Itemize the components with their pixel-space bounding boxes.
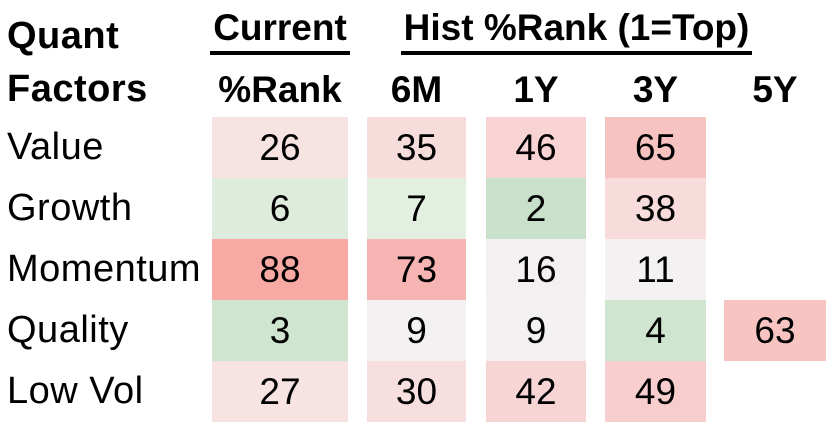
cell-value-5y — [724, 117, 826, 178]
row-label-momentum: Momentum — [7, 248, 202, 290]
cell-momentum-5y — [724, 239, 826, 300]
hist-group-header-text: Hist %Rank (1=Top) — [400, 7, 753, 55]
cell-low-vol-1y: 42 — [486, 361, 586, 422]
cell-quality-5y: 63 — [724, 300, 826, 361]
cell-quality-3y: 4 — [605, 300, 706, 361]
cell-value-current: 26 — [212, 117, 348, 178]
cell-growth-1y: 2 — [486, 178, 586, 239]
cell-low-vol-6m: 30 — [367, 361, 466, 422]
cell-value-3y: 65 — [605, 117, 706, 178]
cell-growth-3y: 38 — [605, 178, 706, 239]
col-header-1y: 1Y — [513, 68, 559, 110]
table-title-line2: Factors — [7, 68, 148, 110]
col-header-current-rank: %Rank — [218, 68, 342, 110]
cell-low-vol-5y — [724, 361, 826, 422]
cell-low-vol-current: 27 — [212, 361, 348, 422]
row-label-growth: Growth — [7, 187, 133, 229]
current-group-header-text: Current — [210, 7, 350, 55]
cell-quality-current: 3 — [212, 300, 348, 361]
cell-growth-current: 6 — [212, 178, 348, 239]
cell-value-1y: 46 — [486, 117, 586, 178]
cell-low-vol-3y: 49 — [605, 361, 706, 422]
cell-momentum-current: 88 — [212, 239, 348, 300]
row-label-value: Value — [7, 126, 104, 168]
current-group-header: Current — [210, 0, 350, 62]
table-title-line1: Quant — [7, 14, 120, 57]
cell-quality-1y: 9 — [486, 300, 586, 361]
cell-momentum-6m: 73 — [367, 239, 466, 300]
cell-growth-6m: 7 — [367, 178, 466, 239]
col-header-5y: 5Y — [752, 68, 798, 110]
cell-momentum-3y: 11 — [605, 239, 706, 300]
hist-group-header: Hist %Rank (1=Top) — [367, 0, 826, 62]
cell-value-6m: 35 — [367, 117, 466, 178]
cell-growth-5y — [724, 178, 826, 239]
row-label-low-vol: Low Vol — [7, 370, 144, 412]
cell-quality-6m: 9 — [367, 300, 466, 361]
cell-momentum-1y: 16 — [486, 239, 586, 300]
row-label-quality: Quality — [7, 309, 129, 351]
col-header-3y: 3Y — [632, 68, 679, 110]
col-header-6m: 6M — [390, 68, 443, 110]
